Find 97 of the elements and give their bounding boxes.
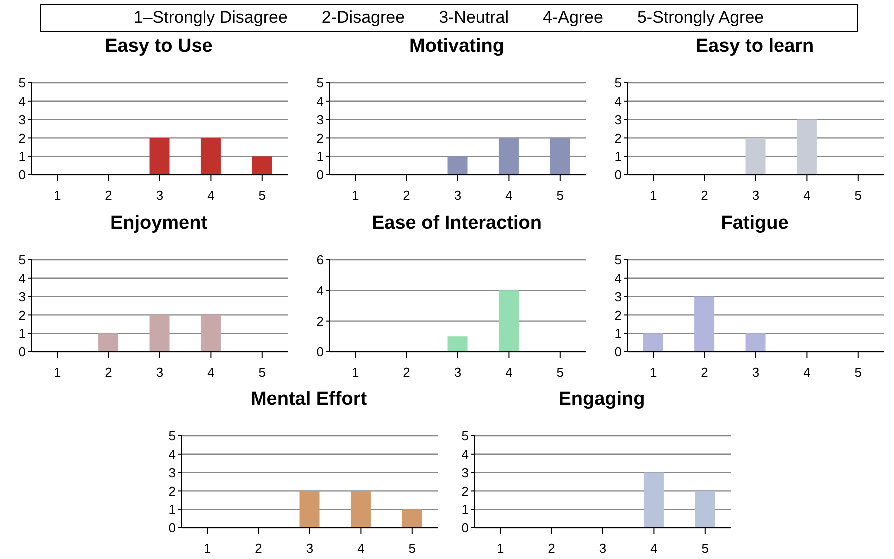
y-tick-label: 3 bbox=[18, 289, 26, 304]
x-tick-label: 4 bbox=[208, 365, 215, 380]
y-tick-label: 4 bbox=[18, 94, 26, 110]
y-tick-label: 3 bbox=[168, 465, 176, 480]
x-tick-label: 5 bbox=[258, 188, 266, 204]
x-tick-label: 5 bbox=[854, 365, 862, 380]
y-tick-label: 1 bbox=[168, 502, 176, 518]
y-tick-label: 3 bbox=[614, 112, 622, 128]
y-tick-label: 1 bbox=[316, 149, 324, 164]
text: 1–Strongly Disagree bbox=[134, 8, 288, 28]
x-tick-label: 3 bbox=[156, 188, 164, 204]
chart-title: Motivating bbox=[408, 35, 506, 59]
y-tick-label: 6 bbox=[316, 252, 324, 268]
x-tick-label: 4 bbox=[650, 541, 658, 556]
y-tick-label: 3 bbox=[462, 465, 469, 480]
y-tick-label: 4 bbox=[316, 283, 324, 298]
y-tick-label: 5 bbox=[462, 428, 469, 444]
x-tick-label: 1 bbox=[54, 188, 62, 204]
y-tick-label: 4 bbox=[18, 271, 26, 286]
y-tick-label: 4 bbox=[614, 271, 622, 286]
x-tick-label: 1 bbox=[352, 188, 360, 204]
x-tick-label: 5 bbox=[258, 365, 266, 380]
x-tick-label: 2 bbox=[255, 541, 262, 556]
y-tick-label: 2 bbox=[168, 484, 176, 499]
y-tick-label: 0 bbox=[18, 168, 26, 183]
y-tick-label: 2 bbox=[18, 130, 26, 146]
x-tick-label: 5 bbox=[702, 541, 710, 556]
y-tick-label: 5 bbox=[18, 252, 26, 268]
y-tick-label: 1 bbox=[614, 326, 622, 342]
x-tick-label: 5 bbox=[556, 365, 564, 380]
chart-title: Engaging bbox=[558, 388, 646, 412]
x-tick-label: 5 bbox=[854, 188, 862, 204]
x-tick-label: 4 bbox=[804, 365, 811, 380]
x-tick-label: 5 bbox=[408, 541, 416, 556]
x-tick-label: 1 bbox=[352, 365, 360, 380]
text: 3-Neutral bbox=[439, 8, 509, 28]
y-tick-label: 2 bbox=[316, 314, 324, 329]
y-tick-label: 2 bbox=[18, 308, 26, 323]
y-tick-label: 4 bbox=[168, 447, 176, 462]
y-tick-label: 3 bbox=[614, 289, 622, 304]
y-tick-label: 1 bbox=[18, 149, 26, 164]
x-tick-label: 2 bbox=[548, 541, 556, 556]
y-tick-label: 1 bbox=[18, 326, 26, 342]
y-tick-label: 2 bbox=[614, 130, 622, 146]
y-tick-label: 5 bbox=[614, 76, 622, 91]
text: 5-Strongly Agree bbox=[637, 8, 764, 28]
x-tick-label: 2 bbox=[105, 188, 112, 204]
x-tick-label: 1 bbox=[54, 365, 62, 380]
y-tick-label: 5 bbox=[614, 252, 622, 268]
x-tick-label: 4 bbox=[358, 541, 365, 556]
y-tick-label: 1 bbox=[462, 502, 469, 518]
x-tick-label: 2 bbox=[403, 188, 410, 204]
y-tick-label: 3 bbox=[18, 112, 26, 128]
chart-title: Enjoyment bbox=[109, 212, 209, 236]
y-tick-label: 0 bbox=[614, 168, 622, 183]
x-tick-label: 4 bbox=[208, 188, 215, 204]
y-tick-label: 4 bbox=[462, 447, 469, 462]
x-tick-label: 3 bbox=[156, 365, 164, 380]
x-tick-label: 4 bbox=[506, 365, 513, 380]
chart-title: Fatigue bbox=[720, 212, 790, 236]
x-tick-label: 3 bbox=[599, 541, 607, 556]
x-tick-label: 5 bbox=[556, 188, 564, 204]
y-tick-label: 2 bbox=[614, 308, 622, 323]
y-tick-label: 0 bbox=[614, 344, 622, 360]
chart-title: Easy to Use bbox=[104, 35, 214, 59]
x-tick-label: 1 bbox=[496, 541, 504, 556]
x-tick-label: 1 bbox=[650, 188, 658, 204]
text: 2-Disagree bbox=[322, 8, 406, 28]
x-tick-label: 2 bbox=[701, 365, 708, 380]
y-tick-label: 0 bbox=[168, 520, 176, 536]
y-tick-label: 2 bbox=[462, 484, 469, 499]
x-tick-label: 3 bbox=[752, 365, 760, 380]
y-tick-label: 1 bbox=[614, 149, 622, 164]
x-tick-label: 4 bbox=[506, 188, 513, 204]
x-tick-label: 3 bbox=[306, 541, 314, 556]
x-tick-label: 1 bbox=[650, 365, 658, 380]
y-tick-label: 0 bbox=[316, 344, 324, 360]
text: 4-Agree bbox=[542, 8, 604, 28]
chart-title: Easy to learn bbox=[694, 35, 816, 59]
y-tick-label: 0 bbox=[462, 520, 469, 536]
chart-title: Ease of Interaction bbox=[371, 212, 543, 236]
x-tick-label: 2 bbox=[105, 365, 112, 380]
y-tick-label: 4 bbox=[316, 94, 324, 110]
y-tick-label: 5 bbox=[316, 76, 324, 91]
y-tick-label: 3 bbox=[316, 112, 324, 128]
chart-title: Mental Effort bbox=[250, 388, 368, 412]
x-tick-label: 2 bbox=[403, 365, 410, 380]
y-tick-label: 4 bbox=[614, 94, 622, 110]
y-tick-label: 2 bbox=[316, 130, 324, 146]
x-tick-label: 2 bbox=[701, 188, 708, 204]
y-tick-label: 5 bbox=[168, 428, 176, 444]
y-tick-label: 0 bbox=[316, 168, 324, 183]
y-tick-label: 0 bbox=[18, 344, 26, 360]
x-tick-label: 4 bbox=[804, 188, 811, 204]
x-tick-label: 3 bbox=[752, 188, 760, 204]
x-tick-label: 1 bbox=[204, 541, 212, 556]
y-tick-label: 5 bbox=[18, 76, 26, 91]
